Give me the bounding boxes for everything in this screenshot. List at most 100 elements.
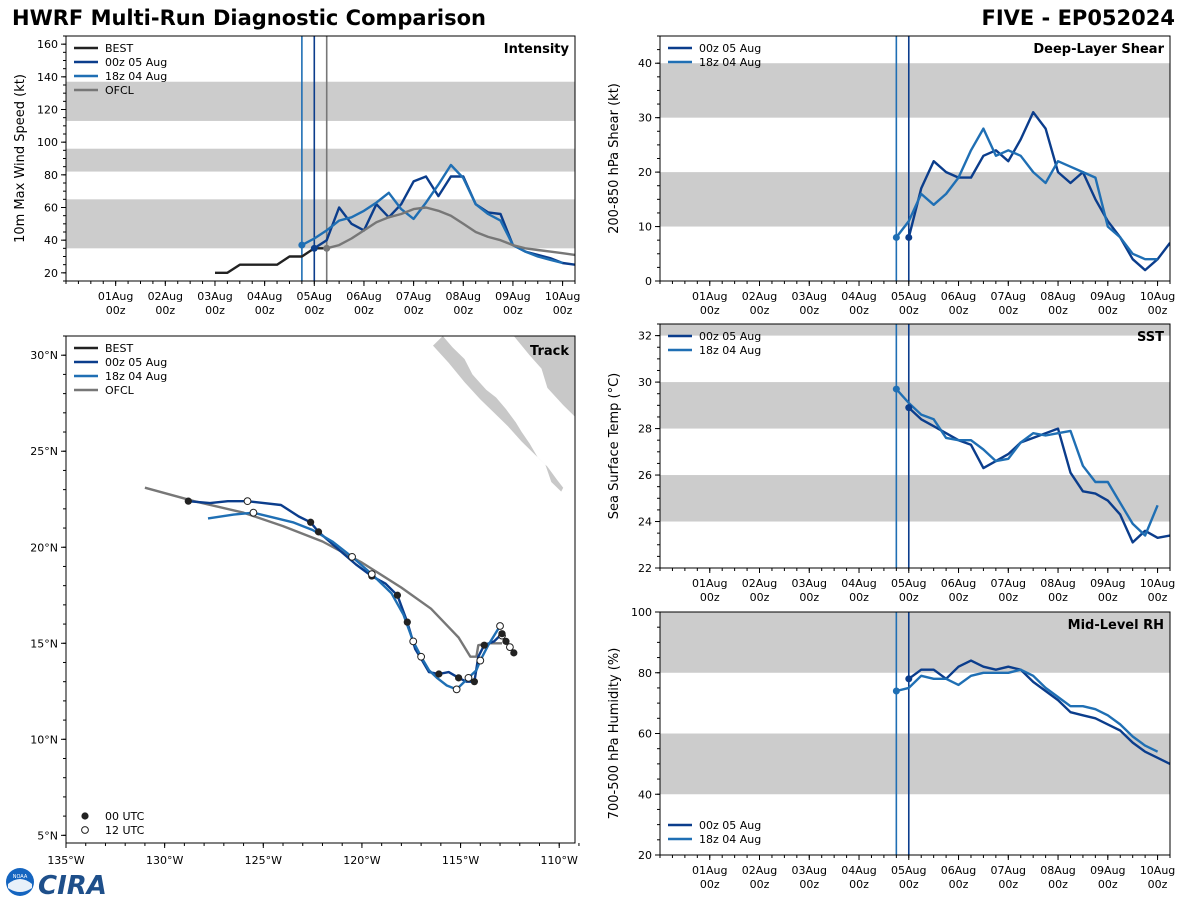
x-tick-label-hour: 00z: [799, 878, 819, 891]
y-axis-label: 700-500 hPa Humidity (%): [607, 648, 622, 820]
init-point-marker: [298, 241, 306, 249]
land-mainland-mexico: [513, 336, 575, 417]
legend-entry: 00z 05 Aug: [105, 356, 167, 369]
x-tick-label-date: 07Aug: [991, 577, 1026, 590]
x-tick-label-date: 01Aug: [692, 290, 727, 303]
y-tick-label: 22: [638, 562, 652, 575]
shaded-band: [660, 733, 1170, 795]
x-tick-label-hour: 00z: [700, 878, 720, 891]
init-point-marker: [323, 244, 331, 252]
legend-entry: BEST: [105, 342, 133, 355]
x-tick-label: 115°W: [442, 854, 479, 867]
x-tick-label-date: 03Aug: [197, 290, 232, 303]
x-tick-label-date: 07Aug: [991, 864, 1026, 877]
x-tick-label: 130°W: [146, 854, 183, 867]
track-point-00utc: [455, 674, 463, 682]
panel-label: Mid-Level RH: [1068, 618, 1164, 633]
y-axis-label: 200-850 hPa Shear (kt): [607, 83, 622, 234]
y-tick-label: 25°N: [30, 445, 58, 458]
y-tick-label: 10: [638, 221, 652, 234]
x-tick-label-date: 06Aug: [346, 290, 381, 303]
x-tick-label-date: 10Aug: [1140, 864, 1175, 877]
init-point-marker: [892, 385, 900, 393]
shaded-band: [66, 81, 575, 121]
x-tick-label-date: 04Aug: [247, 290, 282, 303]
shaded-band: [66, 199, 575, 249]
x-tick-label-date: 05Aug: [891, 290, 926, 303]
x-tick-label-date: 08Aug: [446, 290, 481, 303]
x-tick-label-hour: 00z: [1048, 304, 1068, 317]
init-point-marker: [905, 675, 913, 683]
marker-legend-entry: 12 UTC: [105, 824, 145, 837]
x-tick-label-hour: 00z: [998, 878, 1018, 891]
noaa-seal-text: NOAA: [13, 874, 28, 880]
y-tick-label: 80: [638, 667, 652, 680]
y-tick-label: 32: [638, 330, 652, 343]
track-line-ofcl: [144, 486, 502, 658]
x-tick-label-date: 09Aug: [495, 290, 530, 303]
series-line-18z-04-aug: [895, 127, 1158, 261]
x-tick-label-date: 07Aug: [396, 290, 431, 303]
x-tick-label-hour: 00z: [106, 304, 126, 317]
track-point-00utc: [498, 630, 506, 638]
y-tick-label: 60: [638, 728, 652, 741]
shaded-band: [660, 612, 1170, 673]
x-tick-label-date: 02Aug: [742, 864, 777, 877]
x-tick-label-hour: 00z: [949, 591, 969, 604]
x-tick-label: 120°W: [343, 854, 380, 867]
x-tick-label-hour: 00z: [205, 304, 225, 317]
x-tick-label-hour: 00z: [354, 304, 374, 317]
y-tick-label: 140: [37, 71, 58, 84]
y-tick-label: 30: [638, 112, 652, 125]
x-tick-label-date: 04Aug: [841, 290, 876, 303]
x-tick-label-hour: 00z: [304, 304, 324, 317]
init-point-marker: [892, 687, 900, 695]
x-tick-label-date: 01Aug: [98, 290, 133, 303]
y-tick-label: 100: [37, 136, 58, 149]
legend-entry: 18z 04 Aug: [699, 833, 761, 846]
track-point-00utc: [480, 641, 488, 649]
panel-sst: 22242628303201Aug00z02Aug00z03Aug00z04Au…: [607, 323, 1175, 604]
y-tick-label: 20°N: [30, 541, 58, 554]
x-tick-label-hour: 00z: [750, 591, 770, 604]
x-tick-label-hour: 00z: [1098, 878, 1118, 891]
x-tick-label-hour: 00z: [799, 591, 819, 604]
track-point-00utc: [403, 618, 411, 626]
x-tick-label-hour: 00z: [404, 304, 424, 317]
legend-entry: 00z 05 Aug: [699, 42, 761, 55]
x-tick-label-date: 07Aug: [991, 290, 1026, 303]
x-tick-label-date: 01Aug: [692, 577, 727, 590]
series-line-18z-04-aug: [896, 668, 1159, 753]
x-tick-label-date: 06Aug: [941, 577, 976, 590]
x-tick-label-date: 08Aug: [1040, 864, 1075, 877]
track-point-00utc: [510, 649, 518, 657]
y-tick-label: 40: [638, 788, 652, 801]
x-tick-label-date: 06Aug: [941, 290, 976, 303]
y-tick-label: 28: [638, 423, 652, 436]
y-tick-label: 30: [638, 376, 652, 389]
x-tick-label-date: 02Aug: [742, 577, 777, 590]
x-tick-label-hour: 00z: [949, 304, 969, 317]
legend-entry: 18z 04 Aug: [699, 344, 761, 357]
x-tick-label-hour: 00z: [949, 878, 969, 891]
y-tick-label: 24: [638, 516, 652, 529]
legend-marker-00utc: [81, 812, 89, 820]
land-baja-california: [433, 336, 564, 492]
x-tick-label-hour: 00z: [1098, 591, 1118, 604]
x-tick-label-date: 03Aug: [792, 864, 827, 877]
x-tick-label-date: 08Aug: [1040, 577, 1075, 590]
legend-entry: OFCL: [105, 384, 135, 397]
y-tick-label: 80: [44, 169, 58, 182]
shaded-band: [66, 148, 575, 172]
x-tick-label-hour: 00z: [1048, 591, 1068, 604]
x-tick-label: 110°W: [541, 854, 578, 867]
plot-area: [66, 36, 575, 281]
track-point-12utc: [249, 508, 258, 517]
track-line-18z-04-aug: [207, 511, 502, 691]
init-point-marker: [905, 404, 913, 412]
x-tick-label-hour: 00z: [899, 878, 919, 891]
legend-entry: 18z 04 Aug: [105, 70, 167, 83]
x-tick-label-date: 10Aug: [1140, 290, 1175, 303]
y-tick-label: 160: [37, 38, 58, 51]
